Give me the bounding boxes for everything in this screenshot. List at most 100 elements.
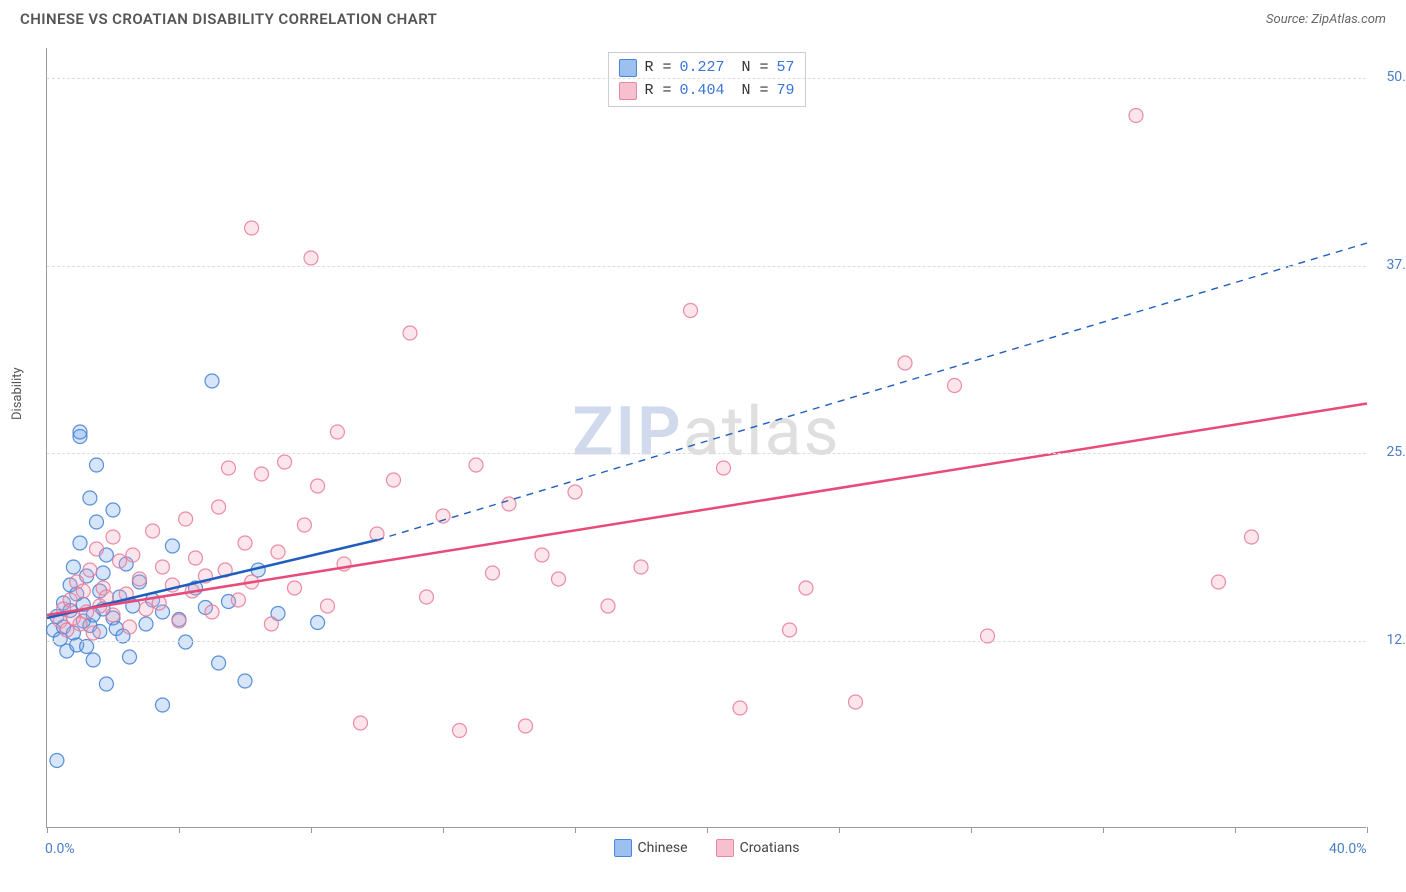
scatter-point	[80, 640, 94, 654]
scatter-point	[123, 650, 137, 664]
scatter-point	[238, 674, 252, 688]
scatter-point	[1245, 530, 1259, 544]
scatter-point	[83, 563, 97, 577]
scatter-point	[502, 497, 516, 511]
legend-label-1: Croatians	[740, 840, 800, 856]
scatter-point	[255, 467, 269, 481]
stats-swatch-0	[618, 59, 636, 77]
scatter-point	[519, 719, 533, 733]
legend-swatch-1	[716, 839, 734, 857]
scatter-point	[76, 584, 90, 598]
scatter-point	[106, 608, 120, 622]
scatter-point	[172, 614, 186, 628]
scatter-point	[222, 461, 236, 475]
scatter-point	[849, 695, 863, 709]
scatter-point	[106, 530, 120, 544]
scatter-point	[469, 458, 483, 472]
scatter-point	[238, 536, 252, 550]
scatter-point	[132, 572, 146, 586]
stats-n-1: 79	[777, 80, 795, 103]
stats-r-1: 0.404	[679, 80, 724, 103]
y-tick-label: 12.5%	[1386, 632, 1406, 648]
scatter-point	[106, 503, 120, 517]
scatter-point	[63, 593, 77, 607]
legend-item-0: Chinese	[614, 839, 688, 857]
scatter-point	[73, 536, 87, 550]
scatter-point	[179, 635, 193, 649]
scatter-point	[733, 701, 747, 715]
scatter-point	[99, 677, 113, 691]
scatter-point	[568, 485, 582, 499]
scatter-point	[96, 566, 110, 580]
scatter-point	[156, 560, 170, 574]
scatter-point	[66, 560, 80, 574]
y-axis-label: Disability	[10, 367, 25, 420]
scatter-point	[403, 326, 417, 340]
scatter-point	[354, 716, 368, 730]
scatter-point	[189, 551, 203, 565]
stats-box: R = 0.227 N = 57 R = 0.404 N = 79	[607, 52, 805, 107]
scatter-point	[73, 425, 87, 439]
scatter-point	[90, 515, 104, 529]
scatter-point	[1212, 575, 1226, 589]
scatter-point	[179, 512, 193, 526]
scatter-point	[634, 560, 648, 574]
scatter-point	[212, 656, 226, 670]
scatter-point	[601, 599, 615, 613]
x-tick-label: 0.0%	[45, 841, 75, 857]
scatter-point	[535, 548, 549, 562]
scatter-point	[684, 304, 698, 318]
scatter-point	[288, 581, 302, 595]
trend-line	[47, 404, 1367, 616]
scatter-point	[783, 623, 797, 637]
y-tick-label: 50.0%	[1386, 69, 1406, 85]
scatter-point	[321, 599, 335, 613]
scatter-point	[156, 698, 170, 712]
scatter-point	[86, 653, 100, 667]
scatter-point	[146, 524, 160, 538]
scatter-point	[212, 500, 226, 514]
scatter-point	[83, 491, 97, 505]
stats-row-1: R = 0.404 N = 79	[618, 80, 794, 103]
scatter-point	[205, 605, 219, 619]
legend-label-0: Chinese	[638, 840, 688, 856]
scatter-point	[898, 356, 912, 370]
scatter-point	[123, 620, 137, 634]
scatter-point	[453, 724, 467, 738]
scatter-point	[486, 566, 500, 580]
scatter-point	[126, 548, 140, 562]
scatter-point	[86, 626, 100, 640]
scatter-point	[231, 593, 245, 607]
chart-title: CHINESE VS CROATIAN DISABILITY CORRELATI…	[20, 10, 437, 28]
legend: Chinese Croatians	[614, 839, 800, 857]
scatter-point	[330, 425, 344, 439]
scatter-point	[717, 461, 731, 475]
scatter-point	[90, 458, 104, 472]
scatter-point	[278, 455, 292, 469]
stats-n-0: 57	[777, 57, 795, 80]
legend-item-1: Croatians	[716, 839, 800, 857]
scatter-point	[387, 473, 401, 487]
stats-swatch-1	[618, 82, 636, 100]
scatter-point	[311, 616, 325, 630]
scatter-point	[297, 518, 311, 532]
scatter-point	[139, 602, 153, 616]
scatter-point	[139, 617, 153, 631]
scatter-point	[50, 754, 64, 768]
stats-r-0: 0.227	[679, 57, 724, 80]
scatter-point	[264, 617, 278, 631]
y-tick-label: 37.5%	[1386, 257, 1406, 273]
y-tick-label: 25.0%	[1386, 444, 1406, 460]
stats-row-0: R = 0.227 N = 57	[618, 57, 794, 80]
scatter-point	[420, 590, 434, 604]
scatter-point	[245, 221, 259, 235]
scatter-point	[799, 581, 813, 595]
x-tick-label: 40.0%	[1329, 841, 1367, 857]
scatter-point	[1129, 109, 1143, 123]
scatter-point	[205, 374, 219, 388]
source-label: Source: ZipAtlas.com	[1266, 12, 1386, 27]
scatter-point	[311, 479, 325, 493]
scatter-point	[113, 554, 127, 568]
legend-swatch-0	[614, 839, 632, 857]
scatter-point	[90, 542, 104, 556]
